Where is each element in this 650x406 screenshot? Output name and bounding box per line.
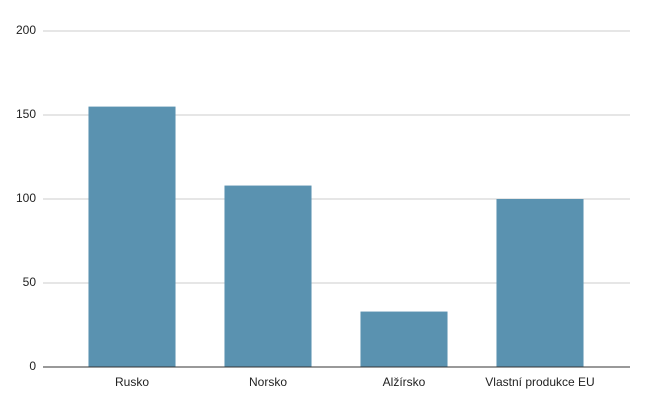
y-tick-label: 200 (16, 23, 36, 37)
y-tick-label: 100 (16, 191, 36, 205)
bar (224, 185, 312, 367)
bar (360, 311, 448, 367)
y-tick-label: 150 (16, 107, 36, 121)
x-tick-label: Norsko (249, 375, 287, 389)
bar (496, 199, 584, 367)
x-tick-label: Rusko (115, 375, 149, 389)
bar (88, 106, 176, 367)
y-tick-label: 50 (23, 275, 37, 289)
x-tick-label: Vlastní produkce EU (485, 375, 594, 389)
x-tick-label: Alžírsko (383, 375, 426, 389)
y-tick-label: 0 (29, 359, 36, 373)
